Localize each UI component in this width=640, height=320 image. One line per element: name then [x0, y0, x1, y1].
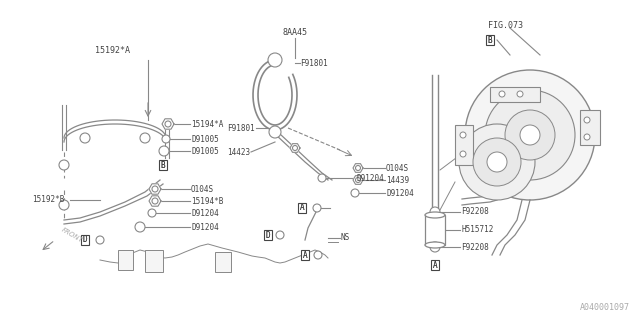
Bar [455, 125, 473, 165]
Circle shape [162, 135, 170, 143]
Circle shape [59, 200, 69, 210]
Circle shape [313, 204, 321, 212]
Text: A040001097: A040001097 [580, 303, 630, 312]
Circle shape [355, 165, 360, 171]
Polygon shape [353, 176, 363, 184]
Text: NS: NS [340, 234, 349, 243]
Text: 15192*B: 15192*B [32, 196, 65, 204]
Circle shape [505, 110, 555, 160]
Bar [215, 252, 231, 272]
Circle shape [459, 124, 535, 200]
Circle shape [430, 242, 440, 252]
Circle shape [152, 198, 158, 204]
Polygon shape [149, 196, 161, 206]
Text: D: D [83, 236, 87, 244]
Circle shape [135, 222, 145, 232]
Text: 15192*A: 15192*A [95, 45, 129, 54]
Text: A: A [300, 204, 304, 212]
Circle shape [460, 151, 466, 157]
Circle shape [584, 134, 590, 140]
Circle shape [520, 125, 540, 145]
Circle shape [584, 117, 590, 123]
Circle shape [59, 160, 69, 170]
Circle shape [499, 91, 505, 97]
Text: B: B [488, 36, 492, 44]
Circle shape [517, 91, 523, 97]
Bar [301, 250, 309, 260]
Text: B: B [488, 36, 492, 44]
Bar [264, 230, 272, 240]
Text: F91801: F91801 [227, 124, 255, 132]
Bar [580, 110, 600, 145]
Text: D: D [83, 236, 87, 244]
Circle shape [269, 126, 281, 138]
Text: A: A [433, 260, 437, 269]
Circle shape [465, 70, 595, 200]
Text: F92208: F92208 [461, 207, 489, 217]
Ellipse shape [425, 242, 445, 248]
Polygon shape [353, 164, 363, 172]
Polygon shape [290, 144, 300, 152]
Circle shape [318, 174, 326, 182]
Text: D: D [266, 230, 270, 239]
Circle shape [152, 186, 158, 192]
Bar [490, 87, 540, 102]
Circle shape [355, 178, 360, 182]
Text: A: A [300, 204, 304, 212]
Circle shape [460, 132, 466, 138]
Polygon shape [162, 119, 174, 129]
Polygon shape [149, 184, 161, 194]
Text: B: B [161, 161, 165, 170]
Text: A: A [303, 251, 307, 260]
Circle shape [80, 133, 90, 143]
Circle shape [159, 146, 169, 156]
Text: 14423: 14423 [227, 148, 250, 156]
Bar [81, 235, 89, 245]
Circle shape [148, 209, 156, 217]
Circle shape [485, 90, 575, 180]
Bar [118, 250, 133, 270]
Circle shape [430, 207, 440, 217]
Circle shape [487, 152, 507, 172]
Bar [298, 203, 306, 213]
Circle shape [314, 251, 322, 259]
Text: F92208: F92208 [461, 243, 489, 252]
Bar [425, 215, 445, 245]
Circle shape [292, 146, 298, 150]
Circle shape [140, 133, 150, 143]
Text: D: D [266, 230, 270, 239]
Text: D91204: D91204 [386, 188, 413, 197]
Circle shape [473, 138, 521, 186]
Circle shape [165, 121, 171, 127]
Bar [159, 160, 167, 170]
Ellipse shape [425, 212, 445, 218]
Text: 14439: 14439 [386, 175, 409, 185]
Text: 15194*A: 15194*A [191, 119, 223, 129]
Bar [431, 260, 439, 270]
Bar [486, 35, 494, 45]
Text: O104S: O104S [191, 185, 214, 194]
Text: B: B [161, 161, 165, 170]
Text: FIG.073: FIG.073 [488, 20, 523, 29]
Text: D91005: D91005 [191, 134, 219, 143]
Text: D91005: D91005 [191, 147, 219, 156]
Text: D91204: D91204 [191, 222, 219, 231]
Text: D91204: D91204 [191, 209, 219, 218]
Text: 15194*B: 15194*B [191, 196, 223, 205]
Bar [145, 250, 163, 272]
Text: F91801: F91801 [300, 59, 328, 68]
Circle shape [96, 236, 104, 244]
Text: A: A [303, 251, 307, 260]
Text: H515712: H515712 [461, 226, 493, 235]
Text: A: A [433, 260, 437, 269]
Circle shape [351, 189, 359, 197]
Text: O104S: O104S [386, 164, 409, 172]
Text: 8AA45: 8AA45 [282, 28, 307, 36]
Circle shape [276, 231, 284, 239]
Text: FRONT: FRONT [60, 227, 84, 244]
Circle shape [268, 53, 282, 67]
Text: D91204: D91204 [356, 173, 384, 182]
